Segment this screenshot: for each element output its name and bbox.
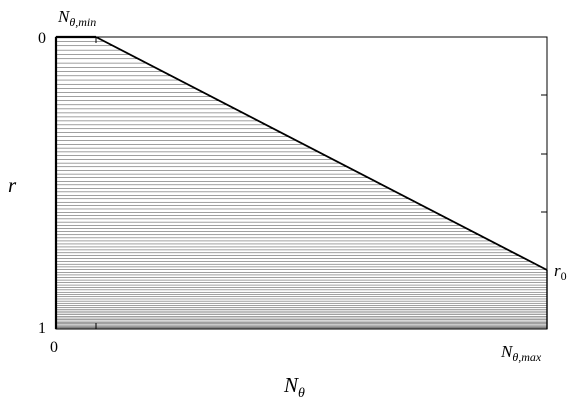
x-tick-left: 0 (50, 339, 58, 356)
n-theta-max-subscript: θ,max (512, 350, 542, 364)
y-tick-top: 0 (38, 30, 46, 47)
hatch-lines (56, 41, 547, 329)
r0-subscript: 0 (561, 269, 567, 283)
diagonal-boundary (95, 36, 548, 271)
x-axis-label-base: N (283, 373, 299, 397)
n-theta-min-subscript: θ,min (69, 15, 96, 29)
n-theta-max-label: Nθ,max (500, 342, 542, 364)
n-theta-min-base: N (57, 7, 71, 26)
r0-base: r (554, 261, 561, 280)
x-axis-label: Nθ (283, 373, 305, 400)
n-theta-min-label: Nθ,min (57, 7, 96, 29)
r0-label: r0 (554, 261, 567, 283)
n-theta-max-base: N (500, 342, 514, 361)
y-tick-bottom: 1 (38, 320, 46, 337)
right-axis-ticks (541, 94, 547, 213)
x-axis-label-subscript: θ (298, 386, 305, 400)
y-axis-label: r (8, 173, 17, 197)
